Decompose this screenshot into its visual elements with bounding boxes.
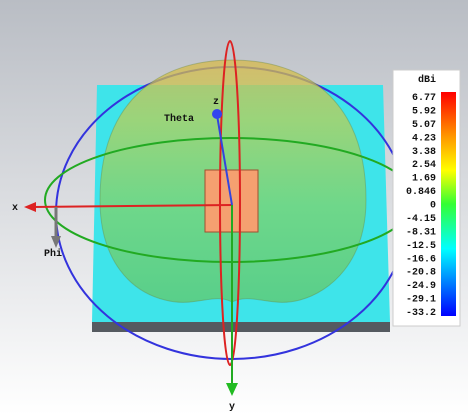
z-axis (216, 114, 233, 206)
colorbar-label: 5.92 (412, 106, 436, 117)
elevation-circle (219, 40, 241, 366)
colorbar-label: -16.6 (406, 254, 436, 265)
colorbar-label: 0.846 (406, 187, 436, 198)
theta-label: Theta (164, 113, 194, 125)
colorbar-label: 1.69 (412, 174, 436, 185)
colorbar-label: 4.23 (412, 133, 436, 144)
x-label: x (12, 203, 18, 214)
colorbar-unit: dBi (418, 74, 436, 86)
colorbar-label: -33.2 (406, 308, 436, 319)
colorbar-label: 6.77 (412, 93, 436, 104)
x-axis (31, 204, 233, 208)
colorbar-label: -8.31 (406, 227, 436, 238)
colorbar-label: -24.9 (406, 281, 436, 292)
z-label: z (213, 97, 219, 108)
y-label: y (229, 402, 235, 413)
colorbar: dBi 6.77 5.92 5.07 4.23 3.38 2.54 1.69 0.846 0 -4… (392, 69, 461, 327)
colorbar-label: 3.38 (412, 147, 436, 158)
x-arrow (24, 202, 36, 212)
colorbar-label: -20.8 (406, 268, 436, 279)
plane-edge (92, 322, 390, 332)
phi-label: Phi (44, 248, 62, 260)
colorbar-label: -12.5 (406, 241, 436, 252)
colorbar-label: 2.54 (412, 160, 436, 171)
colorbar-label: -4.15 (406, 214, 436, 225)
colorbar-gradient (441, 92, 456, 316)
colorbar-label: -29.1 (406, 295, 436, 306)
colorbar-label: 0 (430, 201, 436, 212)
y-arrow (226, 383, 238, 396)
colorbar-label: 5.07 (412, 120, 436, 131)
z-dot (212, 109, 222, 119)
phi-head (51, 236, 61, 248)
